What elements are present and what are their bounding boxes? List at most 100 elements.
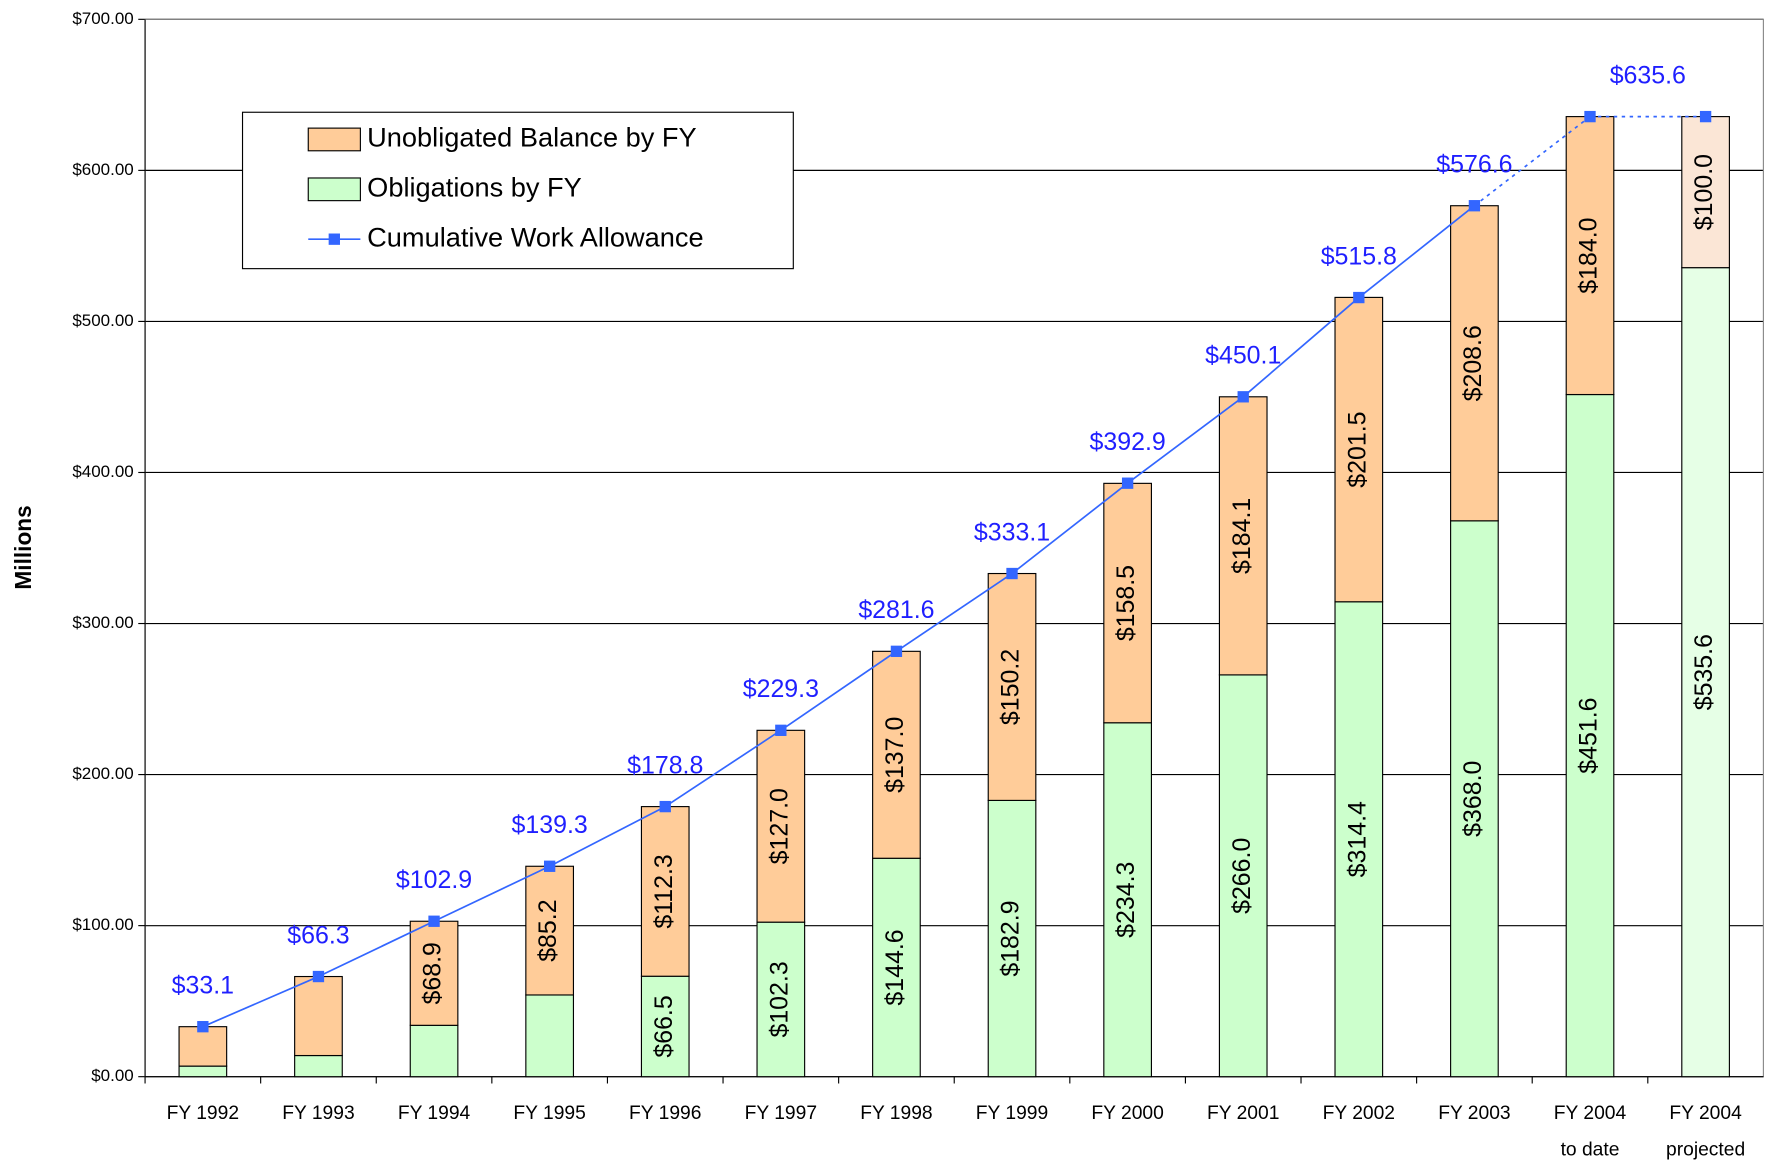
bar-value-label: $368.0 bbox=[1459, 761, 1487, 837]
x-tick-label: FY 1997 bbox=[745, 1103, 817, 1124]
bar-segment bbox=[987, 572, 1037, 801]
y-tick-label: $700.00 bbox=[72, 9, 133, 28]
y-tick-label: $100.00 bbox=[72, 915, 133, 934]
x-tick-label: FY 2003 bbox=[1438, 1103, 1510, 1124]
bar-segment bbox=[1334, 601, 1384, 1078]
bar-value-label: $182.9 bbox=[997, 900, 1025, 976]
x-tick-label: to date bbox=[1561, 1139, 1620, 1160]
bar-segment bbox=[1565, 116, 1615, 396]
y-tick-label: $400.00 bbox=[72, 462, 133, 481]
line-marker bbox=[775, 724, 787, 736]
bar-value-label: $68.9 bbox=[419, 942, 447, 1004]
bar-value-label: $144.6 bbox=[881, 929, 909, 1005]
y-axis-label: Millions bbox=[10, 505, 36, 589]
bar-segment bbox=[525, 994, 575, 1078]
line-value-label: $635.6 bbox=[1610, 62, 1686, 90]
line-segment bbox=[433, 865, 551, 923]
bar-segment bbox=[987, 799, 1037, 1078]
bar-segment bbox=[640, 975, 690, 1078]
line-marker bbox=[428, 915, 440, 927]
x-tick-label: FY 1993 bbox=[282, 1103, 354, 1124]
x-tick-label: FY 1996 bbox=[629, 1103, 701, 1124]
bar-segment bbox=[294, 1054, 343, 1078]
line-segment bbox=[1242, 296, 1360, 398]
legend-label: Cumulative Work Allowance bbox=[367, 221, 703, 252]
bar-segment bbox=[1681, 116, 1730, 269]
line-marker bbox=[543, 860, 556, 872]
bar-segment bbox=[1218, 674, 1268, 1078]
line-marker bbox=[312, 970, 325, 983]
line-marker bbox=[1006, 567, 1018, 580]
x-tick-label: projected bbox=[1666, 1139, 1745, 1160]
x-tick-label: FY 2000 bbox=[1091, 1103, 1163, 1124]
x-tick-label: FY 1992 bbox=[167, 1103, 239, 1124]
line-marker bbox=[890, 645, 903, 657]
line-marker bbox=[197, 1021, 209, 1033]
bar-value-label: $184.1 bbox=[1228, 498, 1256, 574]
bar-value-label: $85.2 bbox=[534, 899, 562, 961]
bar-value-label: $66.5 bbox=[650, 995, 678, 1057]
bar-value-label: $150.2 bbox=[997, 649, 1025, 725]
bar-segment bbox=[872, 650, 921, 859]
bar-segment bbox=[640, 806, 690, 977]
legend-label: Obligations by FY bbox=[367, 172, 582, 203]
x-tick-label: FY 2001 bbox=[1207, 1103, 1279, 1124]
line-marker bbox=[1353, 291, 1365, 304]
x-tick-label: FY 1999 bbox=[976, 1103, 1048, 1124]
y-tick-label: $600.00 bbox=[72, 160, 133, 179]
x-tick-label: FY 2004 bbox=[1554, 1103, 1627, 1124]
bar-value-label: $137.0 bbox=[881, 717, 909, 793]
bar-value-label: $112.3 bbox=[650, 854, 678, 928]
line-segment bbox=[1473, 115, 1591, 207]
line-segment bbox=[895, 572, 1013, 653]
y-tick-label: $0.00 bbox=[91, 1066, 134, 1085]
line-value-label: $515.8 bbox=[1321, 242, 1397, 270]
line-segment bbox=[202, 975, 319, 1028]
line-marker bbox=[1121, 477, 1134, 489]
legend-label: Unobligated Balance by FY bbox=[367, 122, 696, 153]
line-value-label: $392.9 bbox=[1090, 428, 1166, 456]
line-segment bbox=[780, 650, 897, 732]
line-value-label: $33.1 bbox=[172, 972, 234, 1000]
line-value-label: $333.1 bbox=[974, 518, 1050, 546]
x-tick-label: FY 1998 bbox=[860, 1103, 932, 1124]
line-marker bbox=[1699, 110, 1712, 123]
x-tick-label: FY 2004 bbox=[1669, 1103, 1742, 1124]
bar-value-label: $201.5 bbox=[1343, 411, 1371, 487]
line-marker bbox=[1584, 110, 1596, 123]
bar-segment bbox=[1565, 393, 1615, 1078]
line-marker bbox=[1468, 200, 1481, 212]
bar-segment bbox=[178, 1065, 228, 1078]
bar-value-label: $266.0 bbox=[1228, 838, 1256, 914]
bar-value-label: $234.3 bbox=[1112, 862, 1140, 938]
line-value-label: $102.9 bbox=[396, 866, 472, 894]
x-tick-label: FY 1995 bbox=[513, 1103, 585, 1124]
line-value-label: $450.1 bbox=[1205, 342, 1281, 370]
legend-marker bbox=[328, 233, 340, 245]
line-segment bbox=[1127, 396, 1244, 484]
bar-value-label: $102.3 bbox=[765, 961, 793, 1037]
x-tick-label: FY 1994 bbox=[398, 1103, 471, 1124]
y-tick-label: $200.00 bbox=[72, 764, 133, 783]
legend-swatch bbox=[307, 177, 361, 202]
y-tick-label: $500.00 bbox=[72, 311, 133, 330]
bar-segment bbox=[756, 921, 806, 1078]
bar-segment bbox=[1103, 482, 1152, 724]
bar-segment bbox=[409, 920, 459, 1026]
line-marker bbox=[1237, 391, 1249, 403]
bar-segment bbox=[1450, 520, 1499, 1078]
bar-value-label: $314.4 bbox=[1343, 801, 1371, 877]
line-value-label: $66.3 bbox=[287, 921, 349, 949]
bar-segment bbox=[1681, 267, 1730, 1078]
line-segment bbox=[1358, 205, 1475, 299]
line-value-label: $178.8 bbox=[627, 752, 703, 780]
bar-segment bbox=[1334, 296, 1384, 603]
bar-value-label: $208.6 bbox=[1459, 325, 1487, 401]
bar-value-label: $184.0 bbox=[1575, 217, 1603, 293]
bar-segment bbox=[1218, 396, 1268, 676]
legend-swatch bbox=[307, 127, 361, 152]
bar-segment bbox=[178, 1026, 228, 1067]
x-tick-label: FY 2002 bbox=[1323, 1103, 1395, 1124]
